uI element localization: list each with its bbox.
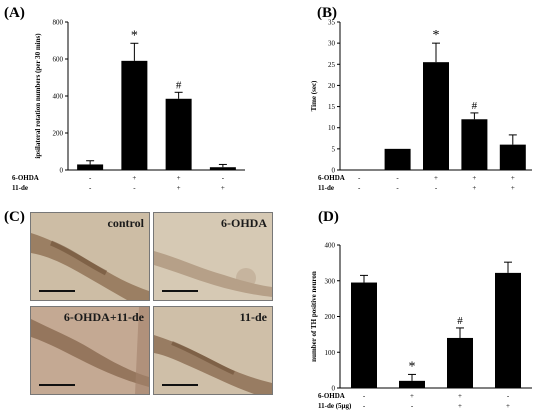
- treatment-mark: +: [506, 402, 510, 410]
- y-tick-label: 25: [328, 61, 336, 69]
- treatment-mark: -: [363, 402, 366, 410]
- significance-mark: #: [176, 79, 182, 91]
- bar: [384, 148, 411, 170]
- treatment-label: 6-OHDA: [318, 174, 345, 182]
- tissue-image: [154, 307, 272, 394]
- treatment-mark: -: [363, 392, 366, 400]
- significance-mark: *: [409, 359, 416, 374]
- bar: [351, 282, 377, 388]
- bar: [77, 164, 104, 170]
- treatment-mark: +: [177, 184, 181, 192]
- tissue-image: [31, 307, 149, 394]
- y-tick-label: 0: [60, 167, 64, 175]
- y-tick-label: 100: [325, 349, 336, 357]
- y-tick-label: 400: [53, 93, 64, 101]
- treatment-mark: -: [89, 184, 92, 192]
- micrograph-label: 6-OHDA+11-de: [63, 310, 144, 324]
- treatment-mark: -: [411, 402, 414, 410]
- panel-label-a: (A): [4, 5, 25, 21]
- y-tick-label: 15: [328, 103, 336, 111]
- treatment-mark: +: [434, 174, 438, 182]
- treatment-label: 6-OHDA: [12, 174, 39, 182]
- y-tick-label: 20: [328, 82, 336, 90]
- treatment-mark: +: [458, 392, 462, 400]
- treatment-mark: -: [358, 184, 361, 192]
- y-axis-label: number of TH positive neuron: [310, 271, 318, 362]
- y-tick-label: 200: [53, 130, 64, 138]
- treatment-mark: +: [472, 184, 476, 192]
- scale-bar: [162, 290, 198, 292]
- y-tick-label: 400: [325, 242, 336, 250]
- micrograph-11-de: 11-de: [153, 306, 273, 395]
- significance-mark: #: [472, 100, 478, 112]
- micrograph-label: 11-de: [239, 310, 267, 324]
- scale-bar: [39, 384, 75, 386]
- bar: [121, 60, 148, 170]
- y-tick-label: 0: [332, 385, 336, 393]
- bar: [423, 62, 449, 170]
- treatment-mark: -: [133, 184, 136, 192]
- y-tick-label: 800: [53, 19, 64, 27]
- scale-bar: [39, 290, 75, 292]
- bar: [447, 337, 473, 388]
- treatment-mark: +: [132, 174, 136, 182]
- treatment-mark: +: [458, 402, 462, 410]
- treatment-label: 6-OHDA: [318, 392, 345, 400]
- treatment-mark: -: [222, 174, 225, 182]
- micrograph-6-ohda: 6-OHDA: [153, 212, 273, 301]
- treatment-label: 11-de: [318, 184, 334, 192]
- panel-label-c: (C): [4, 209, 25, 225]
- panel-label-d: (D): [318, 209, 339, 225]
- bar: [165, 98, 192, 170]
- bar: [399, 380, 425, 388]
- treatment-mark: -: [89, 174, 92, 182]
- y-axis-label: ipsilateral rotation numbers (per 30 min…: [34, 33, 42, 159]
- bar: [209, 167, 236, 170]
- scale-bar: [162, 384, 198, 386]
- treatment-mark: +: [511, 184, 515, 192]
- y-tick-label: 5: [332, 145, 336, 153]
- treatment-mark: -: [396, 184, 399, 192]
- micrograph-grid: control 6-OHDA 6-OHDA+11-de 11-de: [30, 212, 305, 410]
- treatment-mark: -: [435, 184, 438, 192]
- micrograph-label: 6-OHDA: [221, 216, 267, 230]
- bar: [461, 119, 488, 170]
- treatment-mark: +: [511, 174, 515, 182]
- micrograph-label: control: [107, 216, 144, 230]
- micrograph-6-ohda-11-de: 6-OHDA+11-de: [30, 306, 150, 395]
- y-tick-label: 200: [325, 313, 336, 321]
- y-tick-label: 35: [328, 19, 336, 27]
- treatment-label: 11-de: [12, 184, 28, 192]
- treatment-label: 11-de (5μg): [318, 402, 352, 410]
- treatment-mark: +: [410, 392, 414, 400]
- treatment-mark: +: [472, 174, 476, 182]
- panel-label-b: (B): [317, 5, 337, 21]
- y-axis-label: Time (sec): [310, 80, 318, 111]
- treatment-mark: +: [177, 174, 181, 182]
- y-tick-label: 600: [53, 56, 64, 64]
- bar: [495, 272, 521, 388]
- y-tick-label: 300: [325, 277, 336, 285]
- tissue-image: [154, 213, 272, 300]
- significance-mark: #: [457, 315, 463, 327]
- significance-mark: *: [131, 28, 138, 43]
- y-tick-label: 0: [332, 167, 336, 175]
- treatment-mark: -: [507, 392, 510, 400]
- treatment-mark: +: [221, 184, 225, 192]
- y-tick-label: 10: [328, 124, 336, 132]
- bar: [499, 144, 526, 170]
- treatment-mark: -: [358, 174, 361, 182]
- y-tick-label: 30: [328, 40, 336, 48]
- treatment-mark: -: [396, 174, 399, 182]
- micrograph-control: control: [30, 212, 150, 301]
- significance-mark: *: [433, 28, 440, 43]
- tissue-image: [31, 213, 149, 300]
